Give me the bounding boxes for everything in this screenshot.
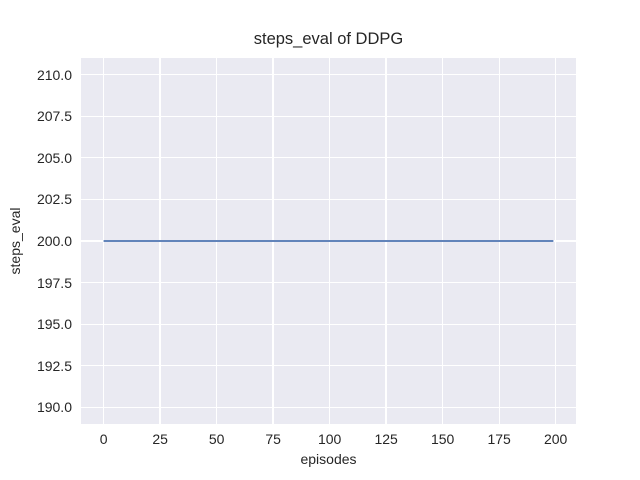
x-tick-label: 150 bbox=[430, 431, 455, 447]
gridline-horizontal bbox=[81, 157, 576, 159]
x-tick-label: 200 bbox=[543, 431, 568, 447]
x-tick-label: 175 bbox=[487, 431, 511, 447]
gridline-horizontal bbox=[81, 281, 576, 284]
x-tick-label: 50 bbox=[208, 431, 225, 447]
plot-area bbox=[81, 58, 576, 424]
gridline-horizontal bbox=[81, 365, 576, 367]
gridline-horizontal bbox=[81, 406, 576, 408]
x-tick-label: 0 bbox=[99, 431, 108, 447]
x-tick-label: 125 bbox=[374, 431, 398, 447]
x-tick-label: 75 bbox=[265, 431, 281, 447]
y-tick-label: 197.5 bbox=[36, 274, 72, 291]
series-layer bbox=[103, 240, 554, 242]
gridline-horizontal bbox=[81, 115, 576, 117]
y-tick-label: 210.0 bbox=[36, 66, 72, 83]
y-tick-label: 207.5 bbox=[36, 108, 72, 125]
y-tick-label: 202.5 bbox=[36, 191, 72, 208]
y-tick-label: 190.0 bbox=[36, 399, 72, 416]
y-tick-label: 192.5 bbox=[36, 357, 72, 374]
gridline-horizontal bbox=[81, 323, 576, 325]
x-tick-label: 25 bbox=[152, 431, 168, 447]
y-tick-label: 195.0 bbox=[36, 316, 72, 333]
x-tick-label: 100 bbox=[317, 431, 342, 447]
x-axis-label: episodes bbox=[300, 451, 357, 467]
gridline-horizontal bbox=[81, 198, 576, 201]
chart-title: steps_eval of DDPG bbox=[253, 30, 404, 48]
gridline-horizontal bbox=[81, 73, 576, 76]
y-tick-label: 205.0 bbox=[36, 149, 72, 166]
y-tick-label: 200.0 bbox=[36, 233, 72, 249]
